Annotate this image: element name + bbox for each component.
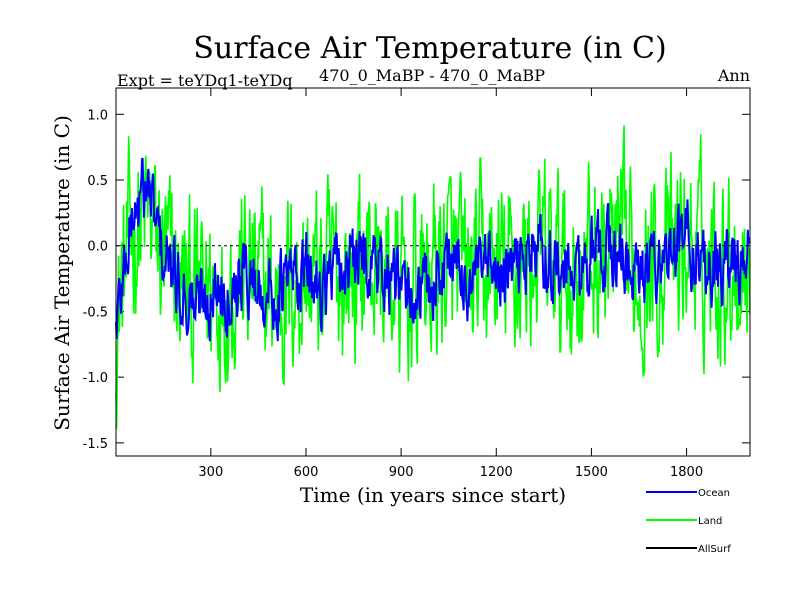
y-axis-label: Surface Air Temperature (in C): [50, 115, 74, 431]
legend-label-ocean: Ocean: [698, 488, 730, 499]
legend-label-allsurf: AllSurf: [698, 544, 731, 555]
x-tick-label: 1200: [480, 465, 513, 480]
x-tick-label: 900: [389, 465, 414, 480]
axis-ticks: 1.0 0.5 0.0 -0.5 -1.0 -1.5 300 600 900 1200 1500 18…: [83, 88, 750, 480]
y-tick-label: -1.0: [83, 371, 108, 386]
x-tick-label: 300: [198, 465, 223, 480]
series-line-ocean: [115, 157, 751, 342]
legend: Ocean Land AllSurf: [646, 488, 731, 555]
y-tick-label: -1.5: [83, 437, 108, 452]
y-tick-label: -0.5: [83, 305, 108, 320]
y-tick-label: 0.0: [87, 240, 108, 255]
y-tick-label: 1.0: [87, 108, 108, 123]
chart-subtitle-left: Expt = teYDq1-teYDq: [117, 71, 293, 90]
x-axis-label: Time (in years since start): [300, 483, 566, 507]
chart-subtitle-center: 470_0_MaBP - 470_0_MaBP: [319, 66, 545, 85]
legend-label-land: Land: [698, 516, 722, 527]
chart-title: Surface Air Temperature (in C): [193, 31, 666, 66]
chart-subtitle-right: Ann: [717, 66, 750, 85]
y-tick-label: 0.5: [87, 174, 108, 189]
plot-frame: [115, 87, 751, 457]
x-tick-label: 1500: [575, 465, 608, 480]
x-tick-label: 1800: [670, 465, 703, 480]
series-ocean: [115, 157, 751, 342]
x-tick-label: 600: [294, 465, 319, 480]
